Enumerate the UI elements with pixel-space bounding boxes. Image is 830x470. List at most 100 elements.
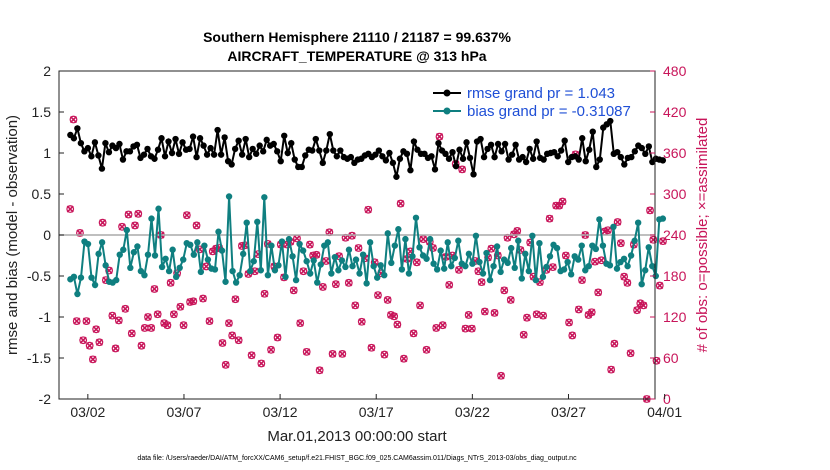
rmse-point — [298, 163, 305, 171]
rmse-point — [74, 125, 81, 132]
rmse-point — [463, 139, 470, 146]
rmse-point — [175, 150, 183, 158]
obs-possible-marker — [179, 321, 188, 330]
obs-assimilated-marker — [137, 342, 146, 350]
bias-point — [359, 251, 367, 258]
obs-assimilated-marker — [490, 309, 499, 317]
bias-point — [120, 246, 127, 253]
obs-assimilated-marker — [261, 290, 269, 298]
obs-assimilated-marker — [487, 245, 495, 253]
obs-assimilated-marker — [299, 267, 308, 275]
bias-point — [144, 251, 152, 258]
bias-point — [486, 276, 494, 284]
y-tick-label: -2 — [39, 391, 52, 407]
bias-point — [134, 243, 141, 250]
rmse-point — [309, 147, 316, 154]
rmse-point — [217, 151, 225, 158]
bias-point — [91, 281, 99, 289]
bias-point — [511, 264, 518, 271]
rmse-point — [263, 136, 270, 144]
obs-assimilated-marker — [225, 319, 233, 327]
bias-point — [398, 266, 406, 273]
obs-assimilated-marker — [192, 221, 201, 229]
bias-point — [172, 273, 180, 281]
obs-possible-marker — [639, 301, 648, 310]
bias-series — [67, 193, 667, 298]
bias-point — [349, 262, 356, 270]
bias-point — [409, 253, 416, 260]
rmse-point — [659, 157, 667, 164]
obs-assimilated-marker — [345, 279, 353, 287]
obs-assimilated-marker — [623, 279, 631, 287]
bias-point — [113, 276, 120, 284]
bias-point — [642, 267, 649, 274]
bias-point — [324, 239, 332, 246]
rmse-point — [529, 155, 537, 162]
obs-possible-marker — [176, 302, 185, 311]
rmse-point — [540, 156, 547, 163]
rmse-point — [452, 162, 460, 170]
bias-point — [649, 262, 656, 270]
bias-point — [141, 271, 148, 279]
rmse-point — [410, 138, 418, 145]
obs-possible-marker — [616, 239, 625, 248]
bias-point — [592, 245, 600, 253]
obs-possible-marker — [131, 221, 139, 230]
bias-point — [102, 262, 109, 269]
obs-possible-marker — [607, 365, 616, 374]
rmse-point — [252, 150, 260, 158]
bias-point — [437, 247, 444, 254]
obs-possible-marker — [374, 291, 382, 300]
obs-possible-marker — [477, 278, 486, 287]
y-tick-label: 1 — [43, 145, 51, 161]
rmse-point — [442, 150, 449, 158]
obs-possible-marker — [127, 329, 136, 338]
y-tick-label: 0.5 — [32, 186, 52, 202]
rmse-point — [221, 134, 228, 141]
obs-assimilated-marker — [66, 205, 74, 213]
obs-possible-marker — [623, 278, 632, 287]
obs-assimilated-marker — [134, 210, 142, 218]
rmse-point — [214, 126, 221, 134]
bias-point — [645, 244, 652, 251]
bias-point — [254, 218, 261, 226]
obs-assimilated-marker — [228, 331, 236, 340]
bias-point — [317, 261, 324, 268]
rmse-point — [133, 141, 141, 148]
bias-point — [504, 259, 511, 267]
bias-point — [543, 263, 550, 271]
obs-possible-marker — [445, 280, 454, 289]
y-tick-label: 1.5 — [32, 104, 52, 120]
chart-title: Southern Hemisphere 21110 / 21187 = 99.6… — [203, 29, 511, 45]
rmse-point — [393, 173, 400, 180]
obs-assimilated-marker — [461, 325, 469, 333]
obs-possible-marker — [351, 301, 360, 310]
bias-point — [194, 239, 201, 246]
rmse-point — [151, 155, 158, 162]
obs-possible-marker — [646, 206, 654, 215]
rmse-point — [189, 133, 197, 140]
obs-assimilated-marker — [520, 331, 528, 339]
rmse-point — [291, 156, 298, 163]
bias-point — [493, 243, 501, 250]
rmse-point — [179, 139, 186, 146]
rmse-point — [210, 151, 218, 158]
bias-point — [490, 262, 497, 270]
bias-point — [211, 266, 219, 273]
obs-possible-marker — [182, 211, 191, 220]
obs-assimilated-marker — [523, 314, 531, 322]
bias-point — [275, 262, 282, 269]
obs-assimilated-marker — [306, 241, 314, 249]
x-tick-label: 03/07 — [166, 404, 201, 420]
bias-point — [310, 257, 317, 264]
bias-point — [239, 250, 247, 258]
obs-possible-marker — [380, 350, 389, 359]
rmse-point — [77, 139, 85, 147]
obs-assimilated-marker — [92, 325, 100, 333]
obs-assimilated-marker — [180, 321, 188, 329]
rmse-point — [586, 146, 593, 153]
obs-possible-marker — [357, 317, 366, 326]
obs-assimilated-marker — [627, 349, 635, 357]
obs-possible-marker — [545, 214, 554, 223]
obs-assimilated-marker — [79, 336, 87, 344]
